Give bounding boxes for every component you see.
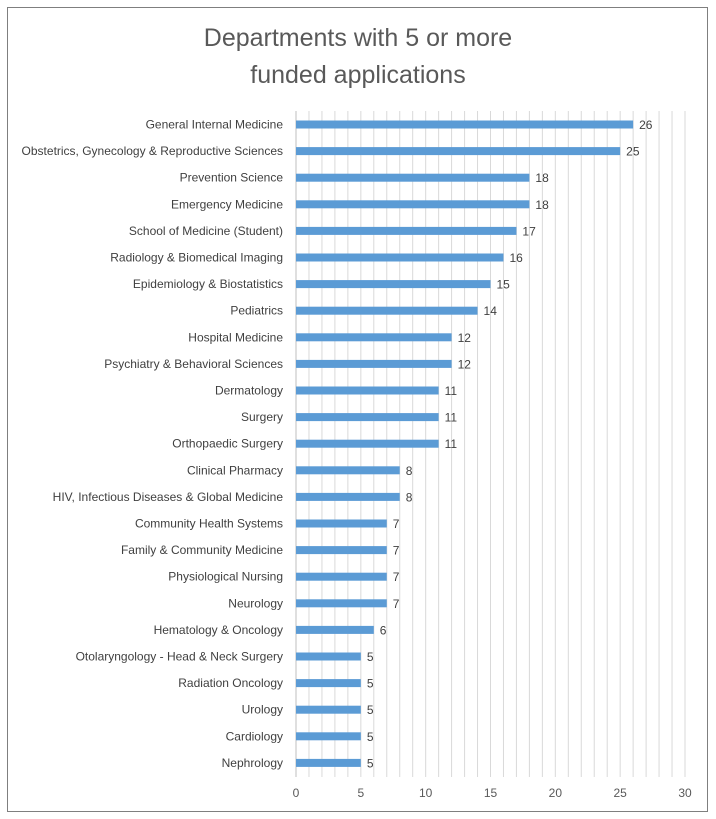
bar [296,120,634,129]
category-label: Hematology & Oncology [154,623,283,637]
bar [296,359,452,368]
bar [296,333,452,342]
data-label: 7 [393,517,400,531]
bar [296,386,439,395]
data-label: 17 [522,224,536,238]
category-labels: General Internal Medicine Obstetrics, Gyn… [22,118,284,770]
category-label: Emergency Medicine [171,197,283,211]
data-label: 14 [484,304,498,318]
category-label: Nephrology [222,756,283,770]
category-label: Orthopaedic Surgery [172,437,283,451]
data-label: 25 [626,145,640,159]
x-tick-label: 30 [678,786,692,800]
category-label: Clinical Pharmacy [187,463,283,477]
bar [296,226,517,235]
data-label: 7 [393,597,400,611]
data-label: 7 [393,570,400,584]
category-label: Neurology [228,596,283,610]
bar [296,705,361,714]
data-label: 18 [535,171,549,185]
data-label: 12 [458,331,472,345]
data-label: 6 [380,623,387,637]
category-label: HIV, Infectious Diseases & Global Medici… [53,490,284,504]
bar [296,492,400,501]
data-label: 7 [393,544,400,558]
data-label: 18 [535,198,549,212]
category-label: Cardiology [226,729,283,743]
bar [296,758,361,767]
data-label: 5 [367,677,374,691]
bar [296,253,504,262]
category-label: General Internal Medicine [146,118,284,132]
data-label: 5 [367,703,374,717]
bar [296,439,439,448]
bar [296,572,387,581]
bar [296,519,387,528]
bar [296,679,361,688]
data-label: 8 [406,464,413,478]
x-tick-label: 20 [549,786,563,800]
chart-title-line-2: funded applications [250,61,466,89]
data-label: 16 [509,251,523,265]
category-label: Obstetrics, Gynecology & Reproductive Sc… [22,144,283,158]
bars [296,120,634,767]
chart-title: Departments with 5 or more funded applic… [0,20,716,94]
category-label: Community Health Systems [135,517,283,531]
bar [296,546,387,555]
bar [296,625,374,634]
category-label: Radiology & Biomedical Imaging [110,251,283,265]
category-label: Psychiatry & Behavioral Sciences [104,357,283,371]
x-tick-label: 0 [293,786,300,800]
data-label: 11 [445,411,458,425]
category-label: School of Medicine (Student) [129,224,283,238]
data-label: 5 [367,650,374,664]
bar [296,466,400,475]
category-label: Pediatrics [230,304,283,318]
bar [296,732,361,741]
x-tick-labels: 0 5 10 15 20 25 30 [293,786,692,800]
category-label: Family & Community Medicine [121,543,283,557]
chart-title-line-1: Departments with 5 or more [203,24,513,52]
bar [296,413,439,422]
category-label: Prevention Science [180,171,284,185]
category-label: Urology [242,703,283,717]
category-label: Physiological Nursing [168,570,283,584]
data-label: 5 [367,756,374,770]
bar [296,599,387,608]
data-label: 12 [458,357,472,371]
data-label: 8 [406,490,413,504]
bar [296,200,530,209]
data-label: 15 [497,278,511,292]
data-label: 11 [445,384,458,398]
x-tick-label: 10 [419,786,433,800]
category-label: Hospital Medicine [188,330,283,344]
category-label: Otolaryngology - Head & Neck Surgery [76,650,283,664]
category-label: Surgery [241,410,283,424]
data-label: 26 [639,118,653,132]
bar [296,173,530,182]
chart-frame [7,7,708,812]
category-label: Epidemiology & Biostatistics [133,277,283,291]
category-label: Dermatology [215,384,283,398]
category-label: Radiation Oncology [178,676,283,690]
data-label: 5 [367,730,374,744]
data-label: 11 [445,437,458,451]
bar [296,280,491,289]
bar [296,147,621,156]
x-tick-label: 15 [484,786,498,800]
bar [296,652,361,661]
bar [296,306,478,315]
x-tick-label: 5 [357,786,364,800]
x-tick-label: 25 [613,786,627,800]
